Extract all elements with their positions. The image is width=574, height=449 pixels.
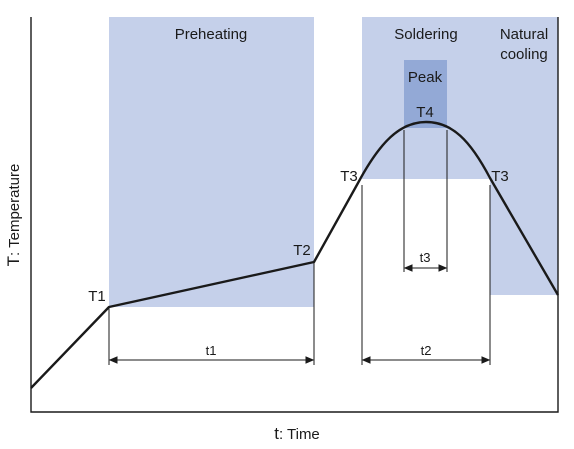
guide-lines (108, 130, 491, 365)
t4-point-label: T4 (416, 104, 434, 121)
y-axis-title-letter: T (4, 256, 23, 266)
t1-point-label: T1 (88, 288, 106, 305)
plot-frame (30, 17, 559, 413)
t2-point-label: T2 (293, 242, 311, 259)
t3-arrowhead-right (438, 264, 448, 272)
natural-cooling-region (490, 17, 558, 295)
preheating-label: Preheating (175, 26, 248, 43)
peak-region (404, 60, 447, 128)
y-axis-title-rest: : Temperature (6, 164, 23, 256)
soldering-label: Soldering (394, 26, 457, 43)
t3-left-point-label: T3 (340, 168, 358, 185)
t3-right-point-label: T3 (491, 168, 509, 185)
t1-duration-label: t1 (206, 343, 217, 358)
t2-duration-label: t2 (421, 343, 432, 358)
t3-arrowhead-left (403, 264, 413, 272)
t1-arrowhead-right (305, 356, 315, 364)
x-axis-title-rest: : Time (279, 426, 320, 443)
peak-label: Peak (408, 69, 443, 86)
t2-arrowhead-left (361, 356, 371, 364)
y-axis-title: T: Temperature (4, 164, 23, 267)
t1-arrowhead-left (108, 356, 118, 364)
t2-arrowhead-right (481, 356, 491, 364)
duration-arrows (108, 264, 491, 364)
natural-cooling-label-line2: cooling (500, 46, 548, 63)
natural-cooling-label-line1: Natural (500, 26, 548, 43)
t3-duration-label: t3 (420, 250, 431, 265)
x-axis-title: t: Time (274, 424, 320, 443)
preheating-region (109, 17, 314, 307)
temperature-profile-curve (30, 120, 560, 389)
x-axis-title-letter: t (274, 424, 279, 443)
